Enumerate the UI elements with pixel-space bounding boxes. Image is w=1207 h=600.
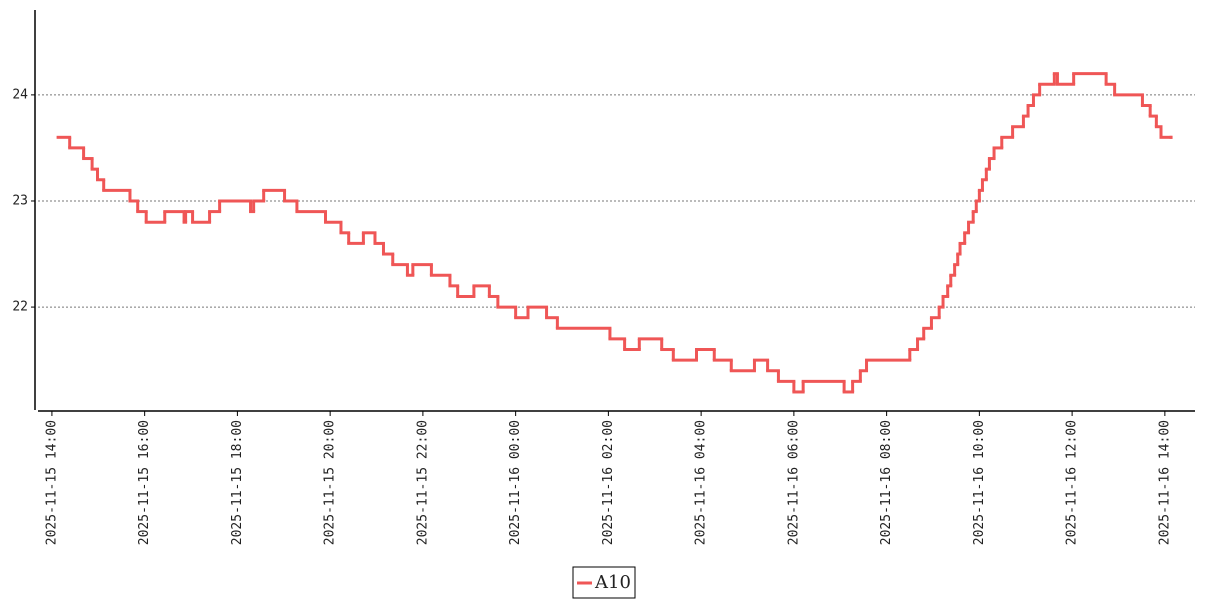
x-tick-label: 2025-11-16 02:00 (601, 420, 616, 545)
x-tick-label: 2025-11-16 12:00 (1065, 420, 1080, 545)
x-tick-label: 2025-11-15 18:00 (230, 420, 245, 545)
legend: A10 (572, 566, 636, 599)
x-tick-label: 2025-11-15 20:00 (323, 420, 338, 545)
y-tick-label: 24 (12, 87, 28, 102)
x-tick-label: 2025-11-15 16:00 (137, 420, 152, 545)
x-tick-label: 2025-11-15 22:00 (415, 420, 430, 545)
y-tick-label: 22 (12, 300, 28, 315)
x-tick-label: 2025-11-16 10:00 (972, 420, 987, 545)
y-tick-label: 23 (12, 193, 28, 208)
x-tick-label: 2025-11-16 00:00 (508, 420, 523, 545)
series-line (56, 72, 1173, 394)
legend-label: A10 (594, 572, 631, 593)
x-tick-label: 2025-11-16 06:00 (786, 420, 801, 545)
x-tick-label: 2025-11-16 04:00 (694, 420, 709, 545)
x-tick-label: 2025-11-16 14:00 (1157, 420, 1172, 545)
x-tick-label: 2025-11-16 08:00 (879, 420, 894, 545)
x-tick-label: 2025-11-15 14:00 (44, 420, 59, 545)
